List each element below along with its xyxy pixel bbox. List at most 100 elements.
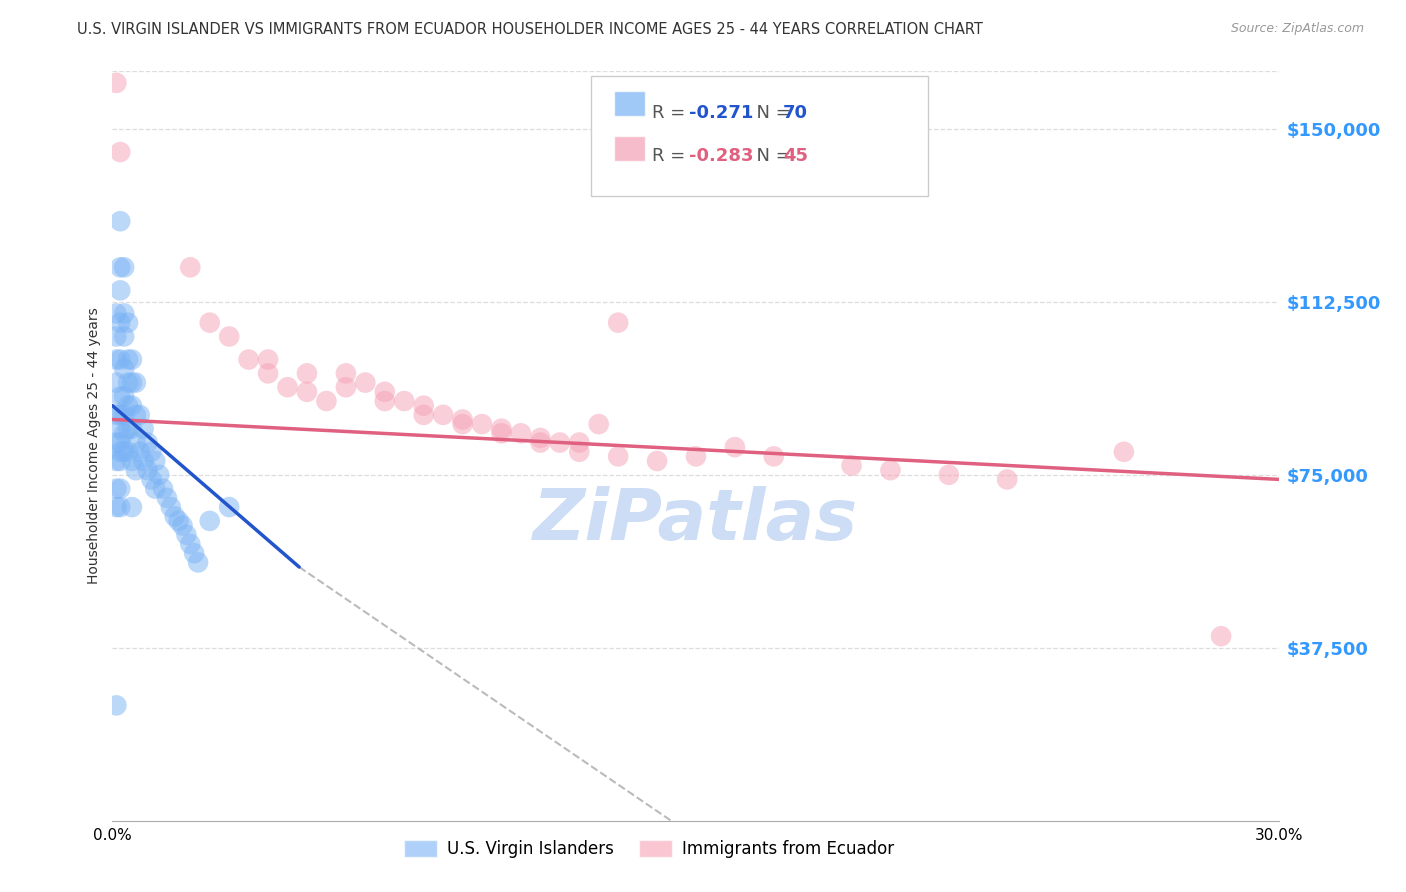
Point — [183, 546, 205, 560]
Text: R =: R = — [652, 104, 692, 122]
Point — [121, 422, 143, 436]
Point — [156, 491, 179, 505]
Point — [198, 514, 221, 528]
Point — [141, 444, 163, 458]
Point — [117, 399, 139, 413]
Text: N =: N = — [745, 104, 797, 122]
Point — [141, 472, 163, 486]
Text: 70: 70 — [783, 104, 808, 122]
Point — [160, 500, 183, 514]
Point — [105, 306, 128, 320]
Point — [995, 472, 1018, 486]
Point — [685, 450, 707, 464]
Point — [110, 214, 132, 228]
Point — [128, 408, 150, 422]
Point — [125, 463, 148, 477]
Point — [110, 454, 132, 468]
Point — [451, 417, 474, 431]
Point — [295, 384, 318, 399]
Point — [117, 376, 139, 390]
Point — [117, 422, 139, 436]
Point — [136, 463, 159, 477]
Point — [105, 76, 128, 90]
Point — [335, 367, 357, 381]
Point — [335, 380, 357, 394]
Point — [105, 454, 128, 468]
Point — [148, 467, 170, 482]
Text: -0.283: -0.283 — [689, 147, 754, 165]
Point — [121, 376, 143, 390]
Point — [110, 352, 132, 367]
Point — [117, 352, 139, 367]
Point — [176, 528, 198, 542]
Point — [112, 389, 135, 403]
Point — [125, 376, 148, 390]
Point — [105, 352, 128, 367]
Point — [645, 454, 668, 468]
Point — [315, 394, 337, 409]
Point — [1112, 444, 1135, 458]
Point — [198, 316, 221, 330]
Point — [121, 352, 143, 367]
Point — [588, 417, 610, 431]
Point — [110, 444, 132, 458]
Point — [879, 463, 901, 477]
Text: -0.271: -0.271 — [689, 104, 754, 122]
Point — [121, 454, 143, 468]
Point — [491, 426, 513, 441]
Point — [105, 500, 128, 514]
Point — [125, 408, 148, 422]
Point — [374, 394, 396, 409]
Text: ZiPatlas: ZiPatlas — [533, 486, 859, 556]
Point — [238, 352, 260, 367]
Point — [568, 444, 591, 458]
Text: N =: N = — [745, 147, 797, 165]
Y-axis label: Householder Income Ages 25 - 44 years: Householder Income Ages 25 - 44 years — [87, 308, 101, 584]
Point — [110, 316, 132, 330]
Point — [110, 435, 132, 450]
Point — [112, 260, 135, 275]
Point — [509, 426, 531, 441]
Point — [529, 431, 551, 445]
Point — [163, 509, 186, 524]
Point — [105, 698, 128, 713]
Point — [112, 426, 135, 441]
Point — [112, 408, 135, 422]
Point — [295, 367, 318, 381]
Point — [105, 408, 128, 422]
Point — [491, 422, 513, 436]
Point — [110, 500, 132, 514]
Point — [394, 394, 416, 409]
Point — [529, 435, 551, 450]
Point — [724, 440, 747, 454]
Point — [128, 444, 150, 458]
Point — [110, 284, 132, 298]
Point — [179, 260, 201, 275]
Point — [374, 384, 396, 399]
Point — [218, 500, 240, 514]
Point — [110, 145, 132, 159]
Point — [432, 408, 454, 422]
Point — [471, 417, 494, 431]
Point — [117, 444, 139, 458]
Point — [548, 435, 571, 450]
Point — [179, 537, 201, 551]
Point — [121, 500, 143, 514]
Point — [841, 458, 863, 473]
Point — [607, 450, 630, 464]
Point — [276, 380, 298, 394]
Point — [136, 435, 159, 450]
Legend: U.S. Virgin Islanders, Immigrants from Ecuador: U.S. Virgin Islanders, Immigrants from E… — [398, 833, 901, 864]
Point — [218, 329, 240, 343]
Point — [762, 450, 785, 464]
Point — [938, 467, 960, 482]
Point — [1209, 629, 1232, 643]
Point — [257, 367, 280, 381]
Point — [125, 435, 148, 450]
Text: 45: 45 — [783, 147, 808, 165]
Point — [105, 376, 128, 390]
Point — [105, 329, 128, 343]
Text: U.S. VIRGIN ISLANDER VS IMMIGRANTS FROM ECUADOR HOUSEHOLDER INCOME AGES 25 - 44 : U.S. VIRGIN ISLANDER VS IMMIGRANTS FROM … — [77, 22, 983, 37]
Text: Source: ZipAtlas.com: Source: ZipAtlas.com — [1230, 22, 1364, 36]
Text: R =: R = — [652, 147, 692, 165]
